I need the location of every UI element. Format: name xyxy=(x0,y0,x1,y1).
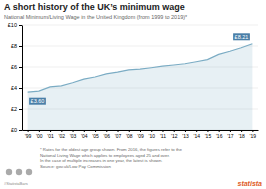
x-tick: '06 xyxy=(104,130,111,139)
x-tick-label: '10 xyxy=(148,133,155,139)
x-axis-line xyxy=(23,130,259,131)
y-tick-label: £4 xyxy=(11,85,17,91)
x-tick-label: '18 xyxy=(238,133,245,139)
x-tick: '01 xyxy=(47,130,54,139)
x-tick: '05 xyxy=(92,130,99,139)
y-tick-label: £10 xyxy=(8,22,17,28)
social-icon xyxy=(6,169,12,175)
annotation-box xyxy=(29,98,46,105)
x-tick: '99 xyxy=(25,130,32,139)
y-tick-label: £8 xyxy=(11,43,17,49)
x-tick: '04 xyxy=(81,130,88,139)
x-tick-label: '00 xyxy=(36,133,43,139)
x-tick: '09 xyxy=(137,130,144,139)
y-tick-mark xyxy=(19,46,22,47)
y-tick: £2 xyxy=(11,106,22,112)
footer-line: * Rates for the oldest age group shown. … xyxy=(40,147,182,152)
footer-line: In the case of multiple increases in one… xyxy=(40,158,163,163)
x-tick-label: '17 xyxy=(227,133,234,139)
grid-line xyxy=(22,25,258,26)
x-tick: '02 xyxy=(59,130,66,139)
y-tick: £8 xyxy=(11,43,22,49)
line xyxy=(28,44,253,92)
x-tick-label: '19 xyxy=(250,133,257,139)
x-tick: '19 xyxy=(250,130,257,139)
annotation-label: £8.21 xyxy=(235,34,249,40)
x-tick-label: '99 xyxy=(25,133,32,139)
grid-line xyxy=(22,46,258,47)
y-tick-mark xyxy=(19,88,22,89)
footer-line: Source: gov.uk/Low Pay Commission xyxy=(40,164,111,169)
x-tick: '07 xyxy=(115,130,122,139)
x-tick-label: '11 xyxy=(160,133,166,139)
y-tick-mark xyxy=(19,25,22,26)
y-tick-mark xyxy=(19,130,22,131)
x-tick-label: '09 xyxy=(137,133,144,139)
x-tick-label: '01 xyxy=(47,133,54,139)
grid xyxy=(22,25,258,130)
annotation-label: £3.60 xyxy=(31,98,45,104)
x-axis: '99 '00 '01 '02 '03 '04 '05 '06 '07 '08 '09 '10 '11 '… xyxy=(23,130,259,139)
x-tick-label: '06 xyxy=(104,133,111,139)
x-tick-label: '13 xyxy=(182,133,189,139)
x-tick: '03 xyxy=(70,130,77,139)
x-tick-label: '12 xyxy=(171,133,178,139)
y-axis: £0 £2 £4 £6 £8 £10 xyxy=(8,22,23,133)
x-tick-label: '14 xyxy=(193,133,200,139)
x-tick: '18 xyxy=(238,130,245,139)
y-axis-line xyxy=(22,26,23,131)
x-tick-label: '07 xyxy=(115,133,122,139)
y-tick: £6 xyxy=(11,64,22,70)
y-tick: £10 xyxy=(8,22,22,28)
y-tick-label: £6 xyxy=(11,64,17,70)
y-tick-mark xyxy=(19,67,22,68)
annotation: £3.60 xyxy=(29,98,46,105)
x-tick-label: '08 xyxy=(126,133,133,139)
area xyxy=(28,44,253,130)
y-tick-label: £2 xyxy=(11,106,17,112)
annotations: £3.60 £8.21 xyxy=(29,33,250,104)
x-tick: '16 xyxy=(216,130,223,139)
x-tick-label: '05 xyxy=(92,133,99,139)
credit-logo: statista xyxy=(237,180,262,187)
footer-line: National Living Wage which applies to em… xyxy=(40,153,170,158)
x-tick-label: '15 xyxy=(205,133,212,139)
x-tick: '10 xyxy=(148,130,155,139)
x-tick-label: '03 xyxy=(70,133,77,139)
x-tick: '11 xyxy=(160,130,166,139)
marks xyxy=(28,44,253,130)
subtitle: National Minimum/Living Wage in the Unit… xyxy=(4,14,188,20)
credit-tag: #StatistaBars xyxy=(4,181,28,186)
x-tick: '12 xyxy=(171,130,178,139)
x-tick: '08 xyxy=(126,130,133,139)
y-tick: £4 xyxy=(11,85,22,91)
plot: £0 £2 £4 £6 £8 £10 '99 '00 '01 '02 '03 '04 '05 '06 '07… xyxy=(8,22,259,138)
title: A short history of the UK’s minimum wage xyxy=(4,2,185,12)
x-tick: '13 xyxy=(182,130,189,139)
social-icon xyxy=(26,169,32,175)
y-tick-mark xyxy=(19,109,22,110)
x-tick: '00 xyxy=(36,130,43,139)
chart: A short history of the UK’s minimum wage… xyxy=(0,0,266,189)
y-tick-label: £0 xyxy=(11,127,17,133)
x-tick: '14 xyxy=(193,130,200,139)
x-tick: '17 xyxy=(227,130,234,139)
y-tick: £0 xyxy=(11,127,22,133)
x-tick-label: '16 xyxy=(216,133,223,139)
annotation: £8.21 xyxy=(233,33,250,40)
annotation-box xyxy=(233,33,250,40)
x-tick-label: '02 xyxy=(59,133,66,139)
social-icon xyxy=(16,169,22,175)
x-tick: '15 xyxy=(205,130,212,139)
footer: * Rates for the oldest age group shown. … xyxy=(40,147,182,169)
x-tick-label: '04 xyxy=(81,133,88,139)
